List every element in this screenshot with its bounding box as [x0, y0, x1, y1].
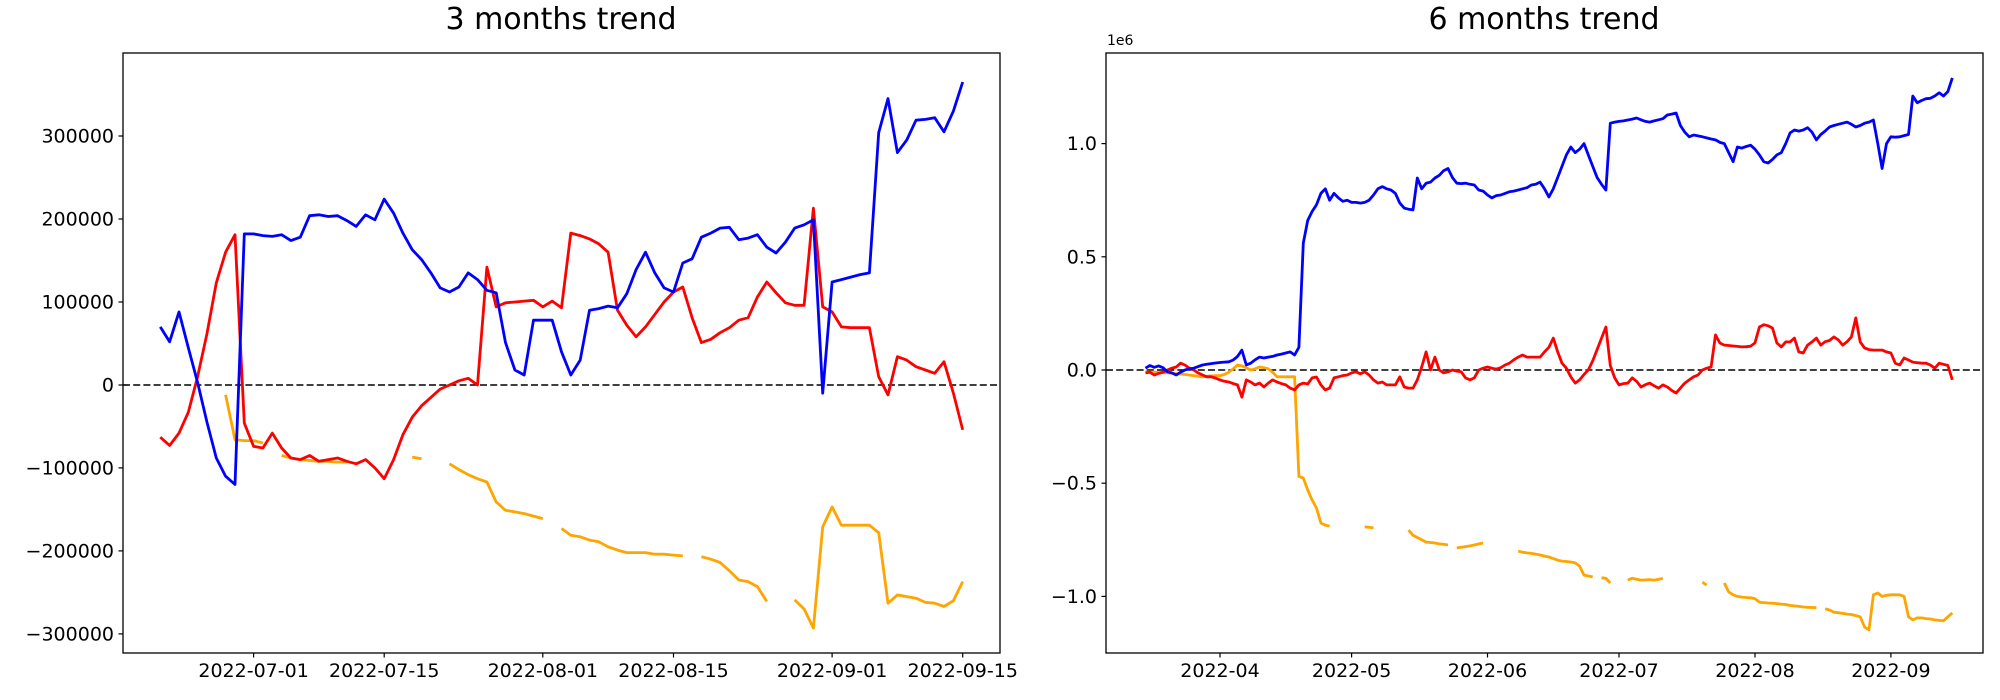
- y-tick-label: 0.5: [1067, 246, 1097, 268]
- x-tick-label: 2022-08-01: [488, 660, 598, 682]
- y-tick-label: 200000: [41, 209, 114, 231]
- chart-title-6-months: 6 months trend: [1428, 2, 1660, 37]
- y-tick-label: −100000: [26, 457, 114, 479]
- y-tick-label: −300000: [26, 623, 114, 645]
- x-tick-label: 2022-09-01: [777, 660, 887, 682]
- series-line-blue: [1144, 77, 1954, 377]
- x-tick-label: 2022-06: [1448, 660, 1527, 682]
- x-tick-label: 2022-09: [1851, 660, 1930, 682]
- y-axis-offset-label: 1e6: [1107, 33, 1134, 49]
- y-tick-label: 0: [102, 375, 114, 397]
- x-tick-label: 2022-08: [1715, 660, 1794, 682]
- y-tick-label: 0.0: [1067, 360, 1097, 382]
- series-line-red: [159, 206, 965, 481]
- plot-border: [122, 52, 1001, 654]
- y-tick-label: 300000: [41, 126, 114, 148]
- y-tick-label: −200000: [26, 540, 114, 562]
- y-tick-label: 100000: [41, 292, 114, 314]
- series-line-blue: [159, 81, 965, 486]
- series-line-orange: [224, 394, 964, 630]
- x-tick-label: 2022-05: [1312, 660, 1391, 682]
- x-tick-label: 2022-07-01: [198, 660, 308, 682]
- y-tick-label: −1.0: [1051, 586, 1097, 608]
- y-tick-label: 1.0: [1067, 133, 1097, 155]
- x-tick-label: 2022-04: [1180, 660, 1259, 682]
- y-tick-label: −0.5: [1051, 473, 1097, 495]
- x-tick-label: 2022-07: [1579, 660, 1658, 682]
- x-tick-label: 2022-07-15: [329, 660, 439, 682]
- x-tick-label: 2022-09-15: [907, 660, 1017, 682]
- plot-border: [1105, 52, 1984, 654]
- chart-title-3-months: 3 months trend: [445, 2, 677, 37]
- series-line-red: [1145, 316, 1954, 399]
- x-tick-label: 2022-08-15: [618, 660, 728, 682]
- series-line-orange: [1145, 363, 1954, 632]
